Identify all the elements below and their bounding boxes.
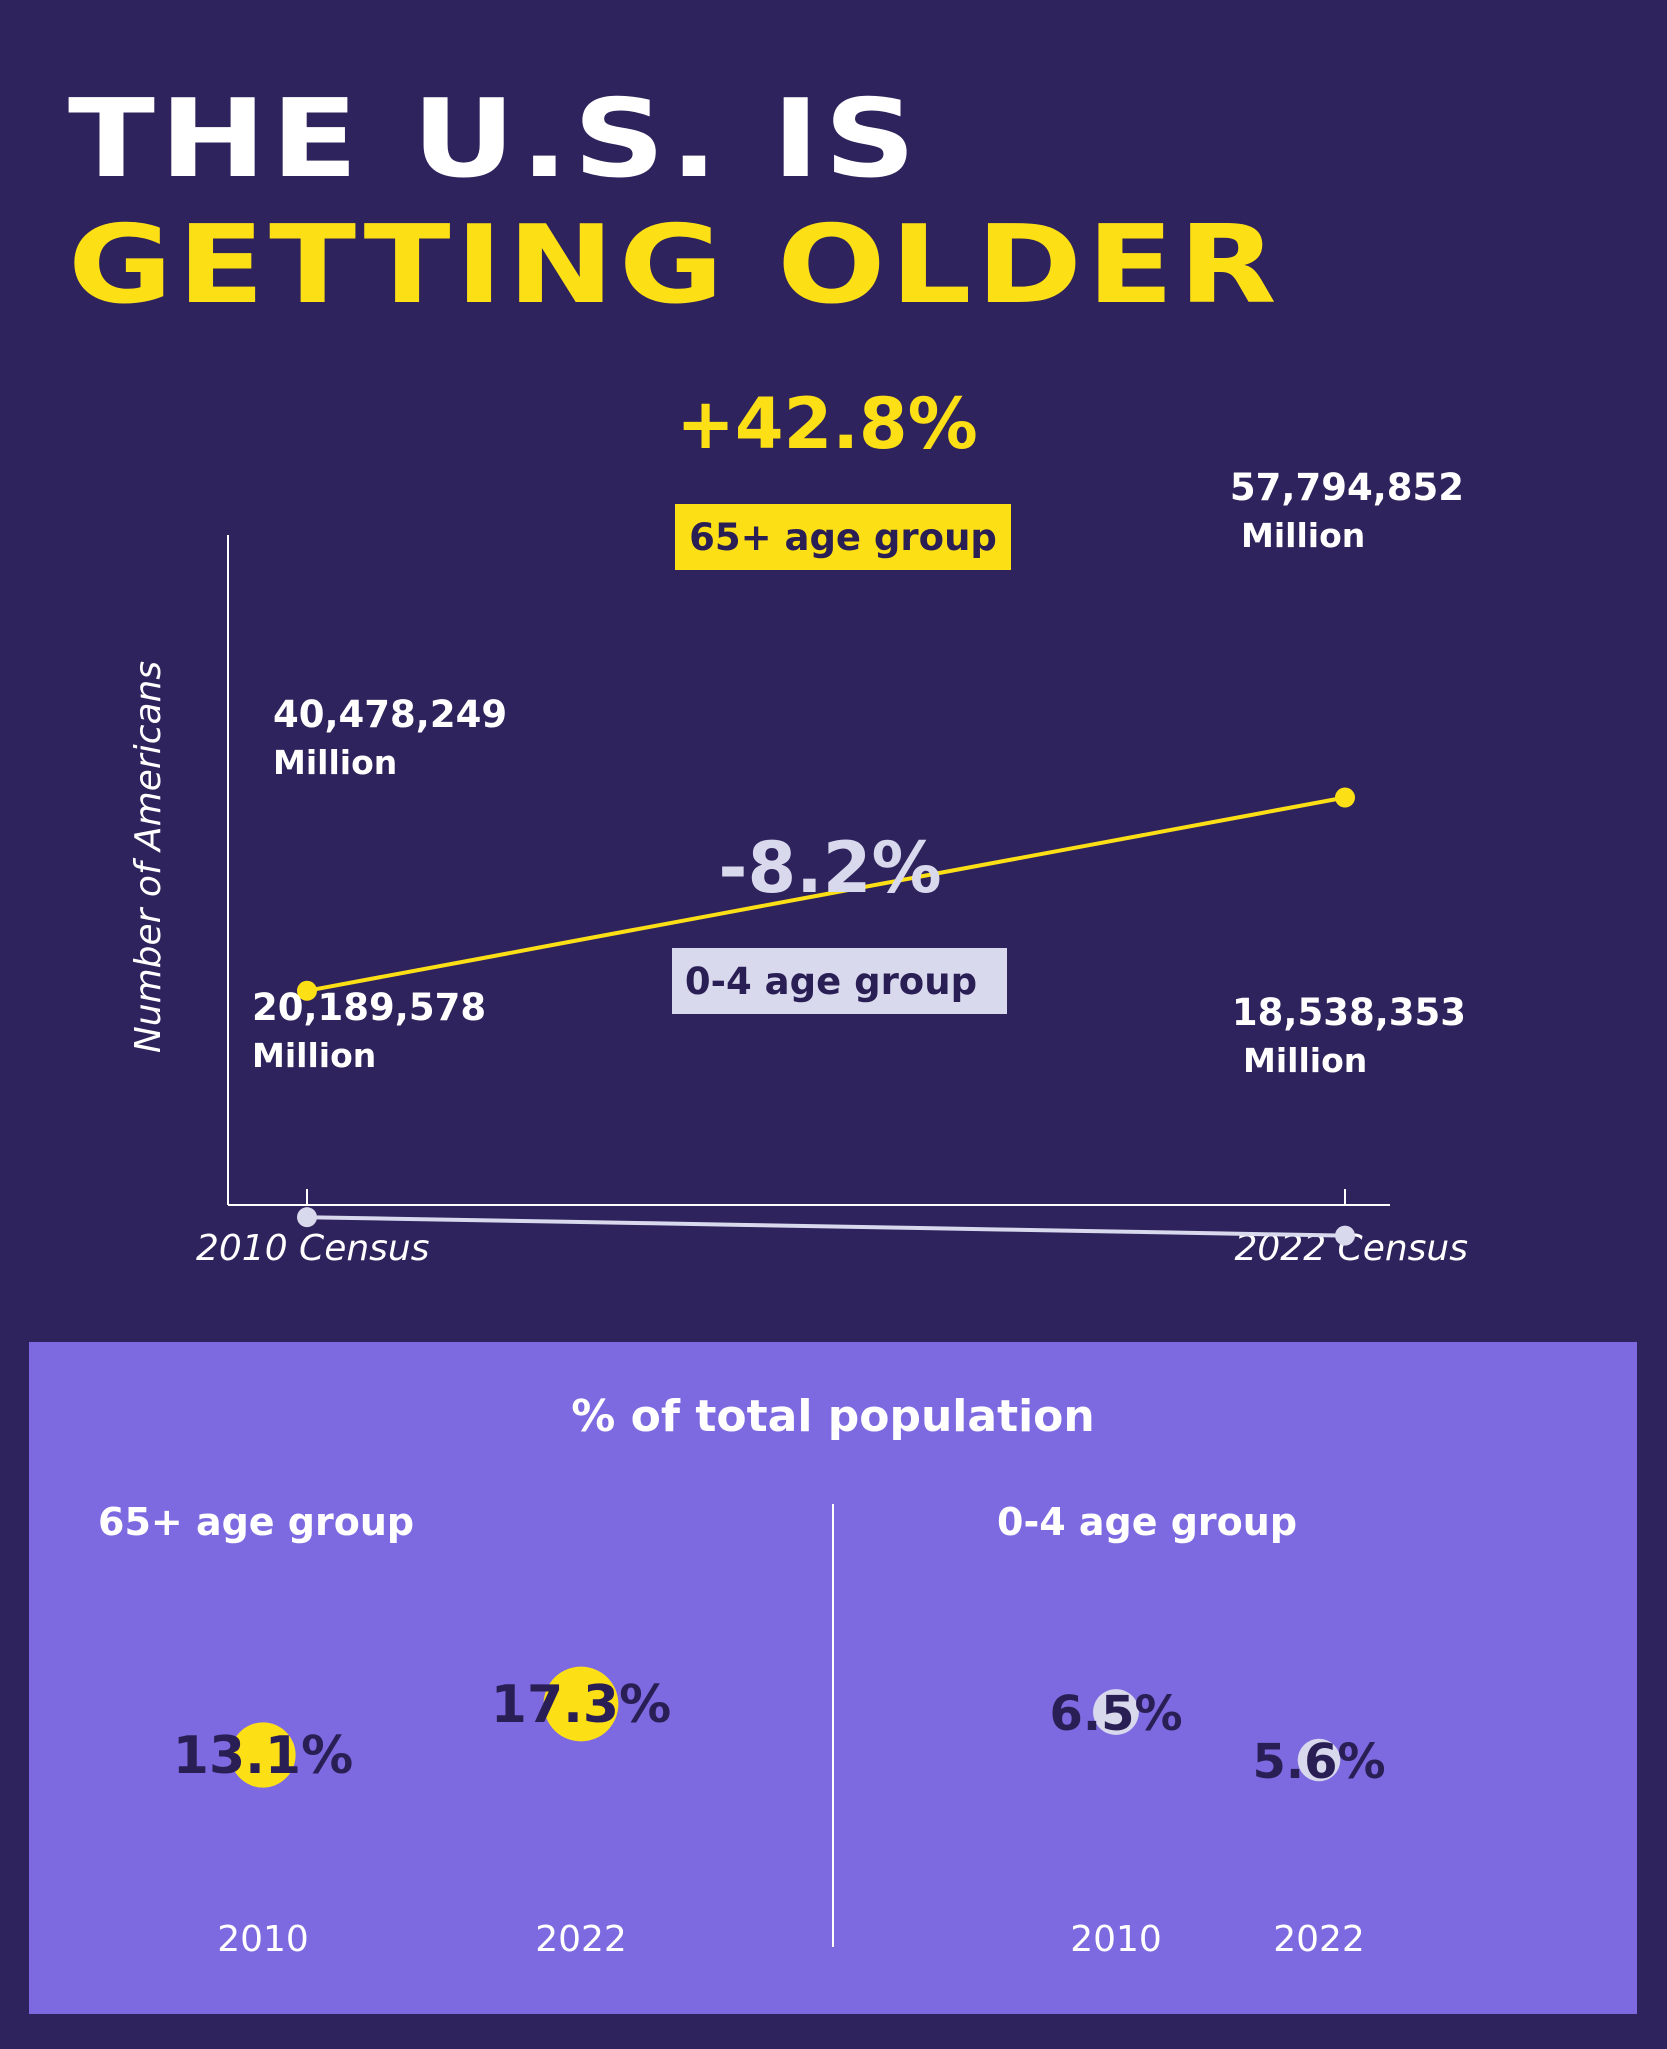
group-0-4-year-2010: 2010 [1070, 1919, 1162, 1960]
series-0-4-point-2 [1335, 1225, 1355, 1246]
group-65-plus-value-2010: 13.1% [173, 1726, 353, 1786]
group-65-plus-value-2022: 17.3% [491, 1675, 671, 1735]
series-0-4-line [306, 1215, 1346, 1238]
bubble-chart-title: % of total population [571, 1391, 1094, 1442]
group-65-plus-bubble-2022 [543, 1666, 619, 1742]
group-65-plus-year-2010: 2010 [217, 1919, 309, 1960]
series-0-4-legend-label: 0-4 age group [685, 960, 977, 1003]
series-65-plus-unit-label-2: Million [1241, 516, 1365, 555]
series-0-4-unit-label-1: Million [252, 1036, 376, 1075]
group-0-4-year-2022: 2022 [1273, 1919, 1365, 1960]
series-65-plus-value-label-2: 57,794,852 [1230, 466, 1464, 509]
y-axis-title: Number of Americans [128, 661, 169, 1053]
group-0-4-bubble-2022 [1297, 1738, 1341, 1782]
series-65-plus-point-2 [1335, 787, 1355, 808]
series-0-4-value-label-2: 18,538,353 [1232, 991, 1466, 1034]
series-0-4-change-value: -8.2% [718, 827, 941, 909]
group-0-4-bubble-2010 [1093, 1689, 1139, 1735]
x-tick-label-1: 2010 Census [196, 1228, 430, 1269]
group-65-plus-year-2022: 2022 [535, 1919, 627, 1960]
series-0-4-point-1 [297, 1207, 317, 1228]
series-65-plus-value-label-1: 40,478,249 [273, 693, 507, 736]
page-title-line-1: THE U.S. IS [68, 77, 921, 202]
population-share-panel: % of total population 65+ age group 13.1% 2… [29, 1342, 1637, 2014]
group-0-4-label: 0-4 age group [997, 1500, 1297, 1544]
population-share-bubble-chart: % of total population 65+ age group 13.1% 2… [98, 1391, 1386, 1960]
series-0-4-legend-box [672, 948, 1007, 1014]
series-0-4-unit-label-2: Million [1243, 1041, 1367, 1080]
group-65-plus-label: 65+ age group [98, 1500, 414, 1544]
series-65-plus-line [306, 795, 1346, 993]
page-title-line-2: GETTING OLDER [68, 203, 1282, 328]
series-65-plus-point-1 [297, 980, 317, 1001]
group-65-plus-bubble-2010 [230, 1722, 296, 1788]
series-65-plus-legend-label: 65+ age group [689, 516, 997, 559]
series-65-plus-unit-label-1: Million [273, 743, 397, 782]
series-0-4-value-label-1: 20,189,578 [252, 986, 486, 1029]
group-0-4-value-2022: 5.6% [1252, 1734, 1385, 1790]
series-65-plus-legend-box [675, 504, 1011, 570]
series-65-plus-change-value: +42.8% [676, 383, 978, 465]
group-0-4-value-2010: 6.5% [1049, 1686, 1182, 1742]
